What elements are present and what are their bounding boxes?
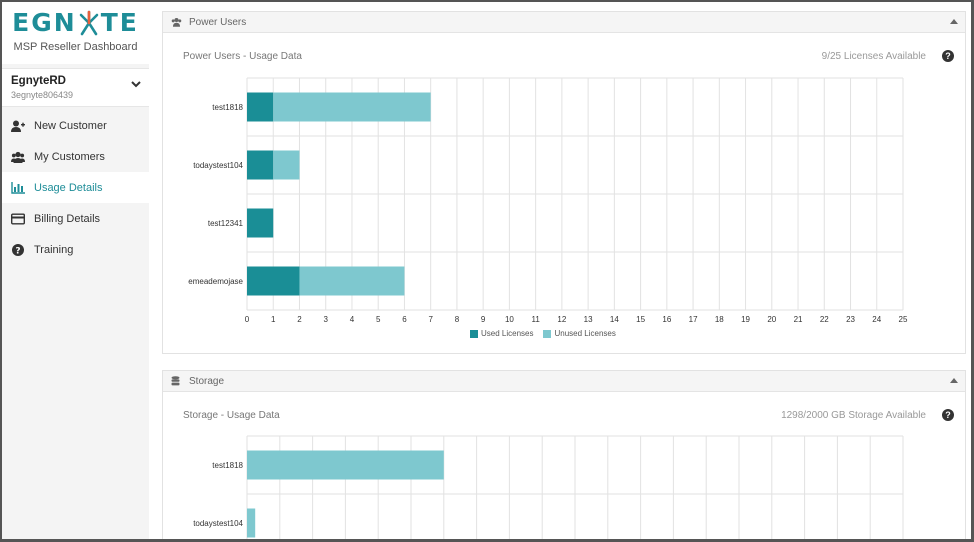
- panel-subtitle: Storage - Usage Data: [183, 410, 280, 421]
- licenses-available-text: 9/25 Licenses Available: [821, 51, 926, 62]
- panel-title: Power Users: [189, 16, 247, 28]
- x-tick-label: 22: [820, 315, 829, 322]
- chart-legend: Used Licenses Unused Licenses: [470, 329, 626, 338]
- x-tick-label: 10: [505, 315, 514, 322]
- legend-item-used[interactable]: Used Licenses: [470, 329, 533, 338]
- x-tick-label: 11: [531, 315, 540, 322]
- bar-used: [247, 208, 274, 238]
- x-tick-label: 7: [428, 315, 433, 322]
- question-circle-icon: ?: [11, 243, 25, 256]
- x-tick-label: 15: [636, 315, 645, 322]
- sidebar: EGN TE MSP Reseller Dashb: [2, 2, 149, 539]
- x-tick-label: 24: [872, 315, 881, 322]
- logo-text-left: EGN: [12, 8, 77, 37]
- bar-used: [247, 92, 274, 122]
- y-category-label: test1818: [212, 103, 243, 112]
- logo-area: EGN TE MSP Reseller Dashb: [2, 2, 149, 64]
- account-switcher[interactable]: EgnyteRD 3egnyte806439: [2, 68, 149, 107]
- sidebar-item-usage-details[interactable]: Usage Details: [2, 172, 149, 203]
- x-tick-label: 9: [481, 315, 486, 322]
- storage-panel-header[interactable]: Storage: [163, 371, 965, 392]
- x-tick-label: 0: [245, 315, 250, 322]
- x-tick-label: 2: [297, 315, 302, 322]
- x-tick-label: 8: [455, 315, 460, 322]
- y-category-label: test12341: [208, 219, 244, 228]
- users-icon: [11, 151, 25, 163]
- legend-swatch-unused: [543, 329, 552, 338]
- sidebar-item-label: New Customer: [34, 119, 107, 132]
- x-tick-label: 6: [402, 315, 407, 322]
- bar-used: [247, 266, 300, 296]
- sidebar-item-label: Training: [34, 243, 74, 256]
- x-tick-label: 4: [350, 315, 355, 322]
- x-tick-label: 3: [323, 315, 328, 322]
- logo-subtitle: MSP Reseller Dashboard: [13, 41, 138, 53]
- x-tick-label: 18: [715, 315, 724, 322]
- collapse-caret-icon[interactable]: [950, 16, 958, 26]
- database-icon: [171, 376, 182, 386]
- storage-chart: test1818 todaystest104: [193, 435, 904, 539]
- y-category-label: todaystest104: [193, 161, 243, 170]
- sidebar-item-label: Billing Details: [34, 212, 101, 225]
- storage-panel: Storage Storage - Usage Data 1298/2000 G…: [162, 370, 966, 539]
- power-users-panel: Power Users Power Users - Usage Data 9/2…: [162, 11, 966, 354]
- legend-item-unused[interactable]: Unused Licenses: [543, 329, 616, 338]
- sidebar-item-billing-details[interactable]: Billing Details: [2, 203, 149, 234]
- x-tick-label: 14: [610, 315, 619, 322]
- svg-text:?: ?: [15, 246, 20, 256]
- sidebar-item-training[interactable]: ? Training: [2, 234, 149, 265]
- panel-title: Storage: [189, 375, 225, 387]
- sidebar-item-my-customers[interactable]: My Customers: [2, 141, 149, 172]
- y-category-label: test1818: [212, 461, 243, 470]
- logo-star-icon: [78, 10, 100, 36]
- chevron-down-icon[interactable]: [131, 79, 141, 91]
- x-tick-label: 23: [846, 315, 855, 322]
- help-icon[interactable]: ?: [942, 50, 954, 62]
- legend-label-unused: Unused Licenses: [554, 329, 616, 338]
- x-tick-label: 13: [584, 315, 593, 322]
- sidebar-item-new-customer[interactable]: New Customer: [2, 110, 149, 141]
- bar-unused: [299, 266, 405, 296]
- storage-available-text: 1298/2000 GB Storage Available: [781, 410, 926, 421]
- x-tick-label: 25: [899, 315, 908, 322]
- x-tick-label: 17: [689, 315, 698, 322]
- y-category-label: emeademojase: [188, 277, 243, 286]
- x-tick-label: 1: [271, 315, 276, 322]
- y-category-label: todaystest104: [193, 519, 243, 528]
- logo-text-right: TE: [100, 8, 139, 37]
- x-tick-label: 5: [376, 315, 381, 322]
- egnyte-logo[interactable]: EGN TE: [12, 9, 139, 37]
- x-tick-label: 12: [557, 315, 566, 322]
- panel-subtitle: Power Users - Usage Data: [183, 51, 302, 62]
- legend-label-used: Used Licenses: [481, 329, 534, 338]
- bar-chart-icon: [11, 181, 25, 194]
- power-users-panel-header[interactable]: Power Users: [163, 12, 965, 33]
- x-tick-label: 19: [741, 315, 750, 322]
- account-id: 3egnyte806439: [11, 90, 74, 100]
- x-tick-label: 21: [794, 315, 803, 322]
- bar-used: [247, 150, 274, 180]
- legend-swatch-used: [470, 329, 478, 338]
- bar-unused: [273, 150, 300, 180]
- add-user-icon: [11, 120, 25, 132]
- bar-unused: [273, 92, 431, 122]
- power-users-chart: 0 1 2 3 4 5 6 7 8 9 10 11 12 13 14 15 16 17 18 19 20 21 22 23 24…: [188, 77, 908, 322]
- bar-storage: [247, 508, 256, 538]
- collapse-caret-icon[interactable]: [950, 375, 958, 385]
- credit-card-icon: [11, 213, 25, 225]
- sidebar-nav: New Customer My Customers Usage Details …: [2, 110, 149, 265]
- help-icon[interactable]: ?: [942, 409, 954, 421]
- x-tick-label: 16: [662, 315, 671, 322]
- sidebar-item-label: My Customers: [34, 150, 105, 163]
- bar-storage: [247, 450, 444, 480]
- sidebar-item-label: Usage Details: [34, 181, 103, 194]
- account-name: EgnyteRD: [11, 75, 66, 87]
- x-tick-label: 20: [767, 315, 776, 322]
- users-icon: [171, 17, 182, 27]
- main-content: Power Users Power Users - Usage Data 9/2…: [149, 2, 971, 539]
